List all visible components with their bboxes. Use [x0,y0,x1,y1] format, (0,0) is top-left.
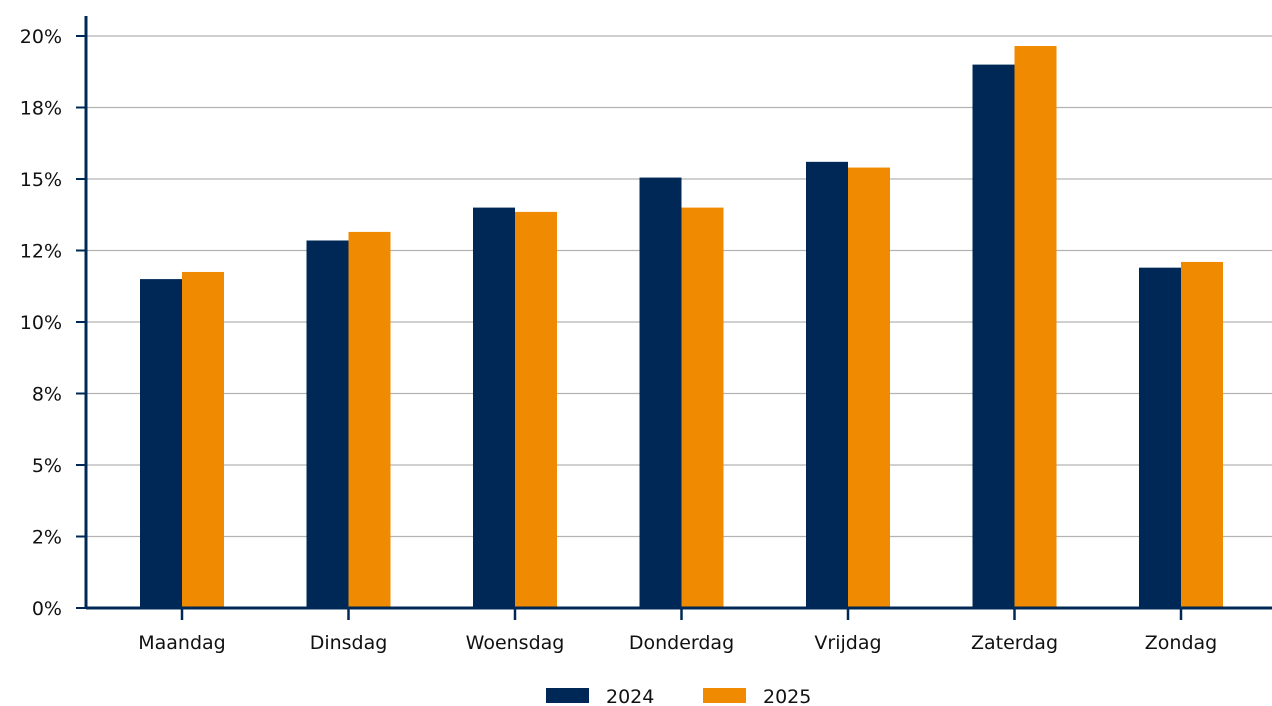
y-tick-label: 15% [20,169,62,191]
y-tick-label: 2% [32,527,62,549]
bar-2025-vrijdag [848,167,890,608]
bar-2025-maandag [182,271,224,608]
axes [84,16,1272,610]
bar-2025-dinsdag [348,231,391,608]
x-tick-label: Maandag [138,632,226,654]
y-tick-label: 8% [32,384,62,406]
legend-swatch-2025 [703,688,746,703]
bar-2024-donderdag [639,177,682,608]
bar-2024-vrijdag [806,161,848,608]
bars [140,46,1223,609]
bar-2025-donderdag [681,207,724,608]
x-tick-label: Woensdag [466,632,565,654]
bar-2024-zaterdag [972,64,1015,609]
legend-swatch-2024 [546,688,589,703]
legend: 2024 2025 [546,686,811,706]
bar-2024-maandag [140,279,182,608]
x-tick-label: Donderdag [629,632,734,654]
bar-2024-zondag [1139,267,1181,608]
y-tick-label: 20% [20,26,62,48]
legend-label-2024: 2024 [606,686,654,706]
y-tick-label: 0% [32,598,62,620]
y-tick-label: 10% [20,312,62,334]
y-tick-label: 12% [20,241,62,263]
bar-2024-dinsdag [306,240,349,609]
bar-2025-woensdag [515,211,557,608]
x-tick-label: Zondag [1145,632,1217,654]
x-tick-label: Vrijdag [814,632,881,654]
y-tick-label: 5% [32,455,62,477]
x-tick-label: Dinsdag [310,632,388,654]
bar-2025-zondag [1181,261,1223,608]
x-axis-ticks: Maandag Dinsdag Woensdag Donderdag Vrijdag Za… [138,608,1217,654]
bar-2025-zaterdag [1014,46,1057,608]
x-tick-label: Zaterdag [971,632,1058,654]
bar-2024-woensdag [473,207,515,608]
y-axis-ticks: 0% 2% 5% 8% 10% 12% 15% 18% 20% [20,26,86,620]
y-tick-label: 18% [20,98,62,120]
legend-label-2025: 2025 [763,686,811,706]
